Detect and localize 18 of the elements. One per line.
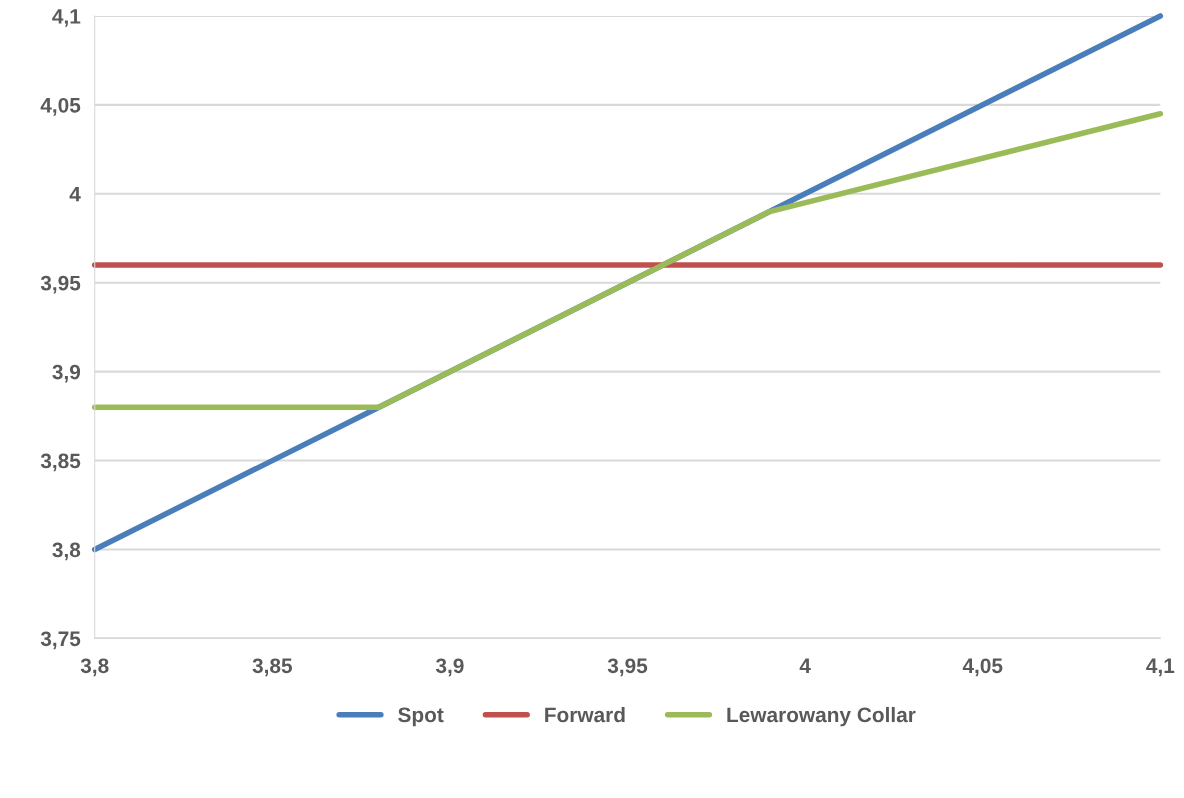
y-tick-label: 4,1 [52,9,81,27]
y-tick-label: 4,05 [40,97,81,116]
x-tick-label: 4,1 [1146,658,1175,677]
y-tick-label: 3,9 [52,364,81,383]
y-tick-label: 3,75 [40,631,81,650]
legend-label: Spot [398,707,444,727]
x-tick-label: 3,95 [607,658,648,677]
x-tick-label: 4 [799,658,811,673]
x-tick-label: 3,85 [252,658,293,677]
y-tick-label: 3,95 [40,275,81,294]
y-tick-label: 4 [69,187,81,202]
x-tick-label: 3,8 [80,658,109,677]
x-tick-label: 4,05 [962,658,1003,677]
y-tick-label: 3,85 [40,453,81,472]
x-tick-label: 3,9 [435,658,464,677]
legend-label: Lewarowany Collar [727,706,916,727]
y-tick-label: 3,8 [52,542,81,561]
legend-label: Forward [545,706,625,723]
